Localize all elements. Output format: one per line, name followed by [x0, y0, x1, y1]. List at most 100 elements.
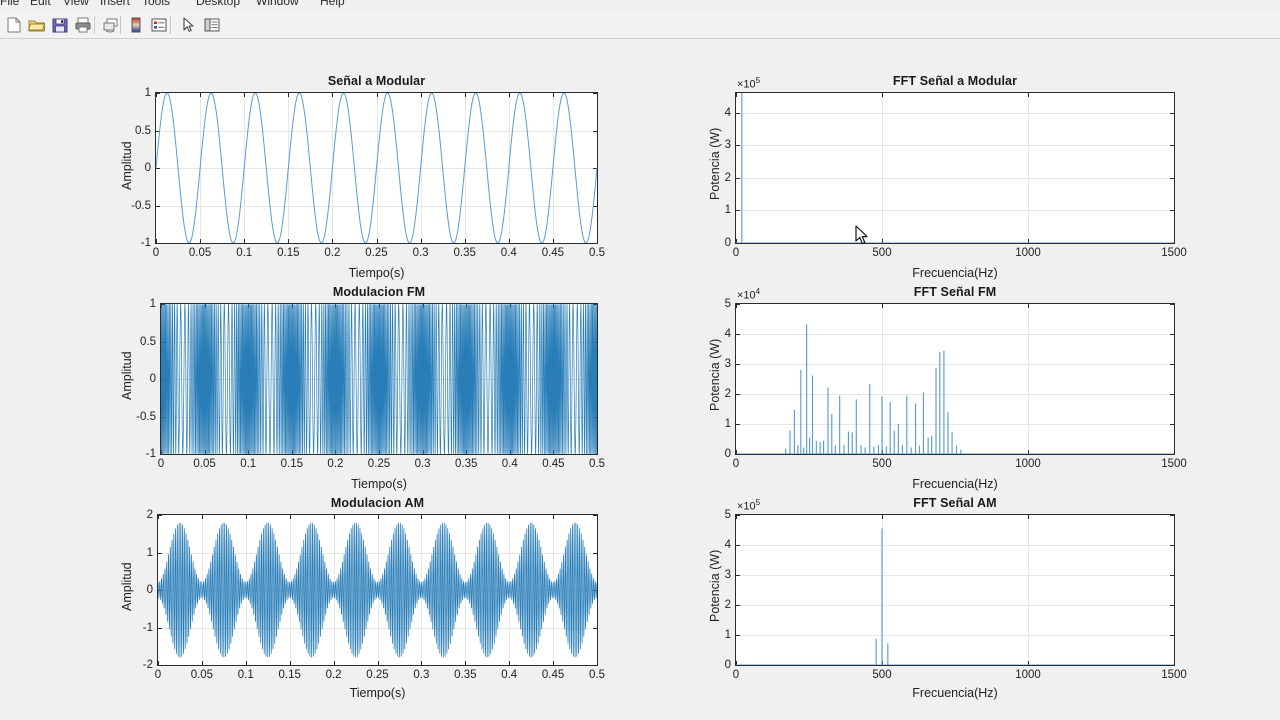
gridline-vertical	[553, 304, 555, 454]
menu-item-file[interactable]: File	[0, 0, 20, 8]
tick-x	[597, 450, 598, 454]
xtick-label: 1000	[1015, 669, 1041, 681]
plot-axes-fft-senal-a-modular	[735, 92, 1175, 244]
tick-x-top	[288, 93, 290, 97]
tick-x-top	[882, 304, 883, 308]
menu-item-window[interactable]: Window	[256, 0, 299, 8]
plot-curve-fft-senal-am	[736, 528, 1174, 665]
tick-x	[1028, 661, 1029, 665]
menu-item-edit[interactable]: Edit	[30, 0, 51, 8]
tick-x-top	[421, 515, 423, 519]
xtick-label: 0.1	[240, 458, 257, 470]
tick-x-top	[509, 515, 511, 519]
tick-x-top	[333, 515, 335, 519]
tick-x-top	[736, 515, 737, 519]
gridline-vertical	[379, 304, 380, 454]
tick-y-right	[593, 627, 597, 629]
gridline-horizontal	[158, 590, 597, 591]
plot-curve-senal-a-modular	[156, 93, 597, 243]
tick-y-right	[1170, 210, 1174, 212]
gridline-horizontal	[736, 112, 1174, 114]
print-icon[interactable]	[73, 15, 93, 35]
tick-x	[422, 450, 424, 454]
xtick-label: 0.25	[366, 669, 389, 681]
legend-icon[interactable]	[149, 15, 169, 35]
tick-y	[736, 424, 740, 425]
xtick-label: 0.05	[188, 247, 212, 259]
gridline-vertical	[377, 515, 379, 665]
tick-y	[736, 635, 740, 636]
xtick-label: 0.15	[277, 247, 300, 259]
tick-x	[736, 450, 737, 454]
gridline-vertical	[420, 93, 422, 243]
tick-x-top	[553, 304, 555, 308]
gridline-vertical	[248, 304, 250, 454]
tick-y	[161, 416, 165, 418]
link-plot-icon[interactable]	[101, 15, 121, 35]
tick-x	[553, 661, 555, 665]
gridline-horizontal	[736, 364, 1174, 365]
ytick-label: 2	[724, 171, 731, 184]
tick-x	[465, 661, 467, 665]
ytick-label: 2	[146, 509, 153, 521]
gridline-vertical	[509, 304, 511, 454]
menu-item-insert[interactable]: Insert	[100, 0, 131, 8]
tick-x	[158, 661, 159, 665]
plot-browser-icon[interactable]	[202, 15, 222, 35]
tick-x-top	[332, 93, 334, 97]
xaxis-label-fft-senal-a-modular: Frecuencia(Hz)	[912, 266, 998, 280]
save-icon[interactable]	[50, 15, 70, 35]
plot-title-senal-a-modular: Señal a Modular	[327, 74, 426, 88]
ytick-label: 0.5	[140, 335, 156, 348]
mouse-cursor-arrow	[855, 225, 871, 252]
ytick-label: 1	[144, 87, 151, 99]
tick-y-right	[593, 590, 597, 591]
tick-y	[736, 545, 740, 546]
tick-y	[736, 605, 740, 606]
tick-y-right	[1170, 112, 1174, 114]
tick-x-top	[158, 515, 159, 519]
tick-x	[882, 450, 883, 454]
tick-x-top	[248, 304, 250, 308]
yaxis-label-fft-senal-a-modular: Potencia (W)	[708, 127, 722, 200]
pointer-icon[interactable]	[178, 15, 198, 35]
ytick-label: 1	[724, 204, 731, 217]
tick-x	[245, 661, 247, 665]
ytick-label: 3	[724, 569, 731, 581]
tick-y-right	[1170, 665, 1174, 666]
menu-item-view[interactable]: View	[63, 0, 89, 8]
gridline-vertical	[335, 304, 337, 454]
exponent-base: ×10	[737, 78, 756, 91]
ytick-label: 1	[149, 298, 156, 310]
ytick-label: 0	[724, 659, 731, 671]
ytick-label: 2	[724, 599, 731, 611]
tick-y	[156, 168, 160, 169]
gridline-horizontal	[736, 575, 1174, 576]
xaxis-label-fft-senal-fm: Frecuencia(Hz)	[912, 477, 998, 491]
xtick-label: 0.35	[453, 247, 476, 259]
gridline-horizontal	[736, 545, 1174, 546]
menu-item-help[interactable]: Help	[320, 0, 345, 8]
open-folder-icon[interactable]	[27, 15, 47, 35]
gridline-vertical	[244, 93, 246, 243]
gridline-vertical	[332, 93, 334, 243]
xtick-label: 0	[732, 247, 740, 259]
tick-x-top	[245, 515, 247, 519]
xtick-label: 500	[872, 669, 892, 681]
menu-item-desktop[interactable]: Desktop	[196, 0, 241, 8]
gridline-horizontal	[156, 130, 597, 132]
tick-x-top	[509, 304, 511, 308]
ytick-label: 1	[146, 546, 153, 559]
new-figure-icon[interactable]	[4, 15, 24, 35]
menu-item-tools[interactable]: Tools	[142, 0, 171, 8]
tick-x-top	[1028, 93, 1029, 97]
colorbar-icon[interactable]	[126, 15, 146, 35]
tick-x-top	[464, 93, 466, 97]
gridline-horizontal	[158, 552, 597, 554]
tick-y-right	[593, 168, 597, 169]
tick-x	[597, 239, 598, 243]
gridline-vertical	[333, 515, 335, 665]
gridline-horizontal	[736, 334, 1174, 335]
tick-x	[882, 661, 883, 665]
